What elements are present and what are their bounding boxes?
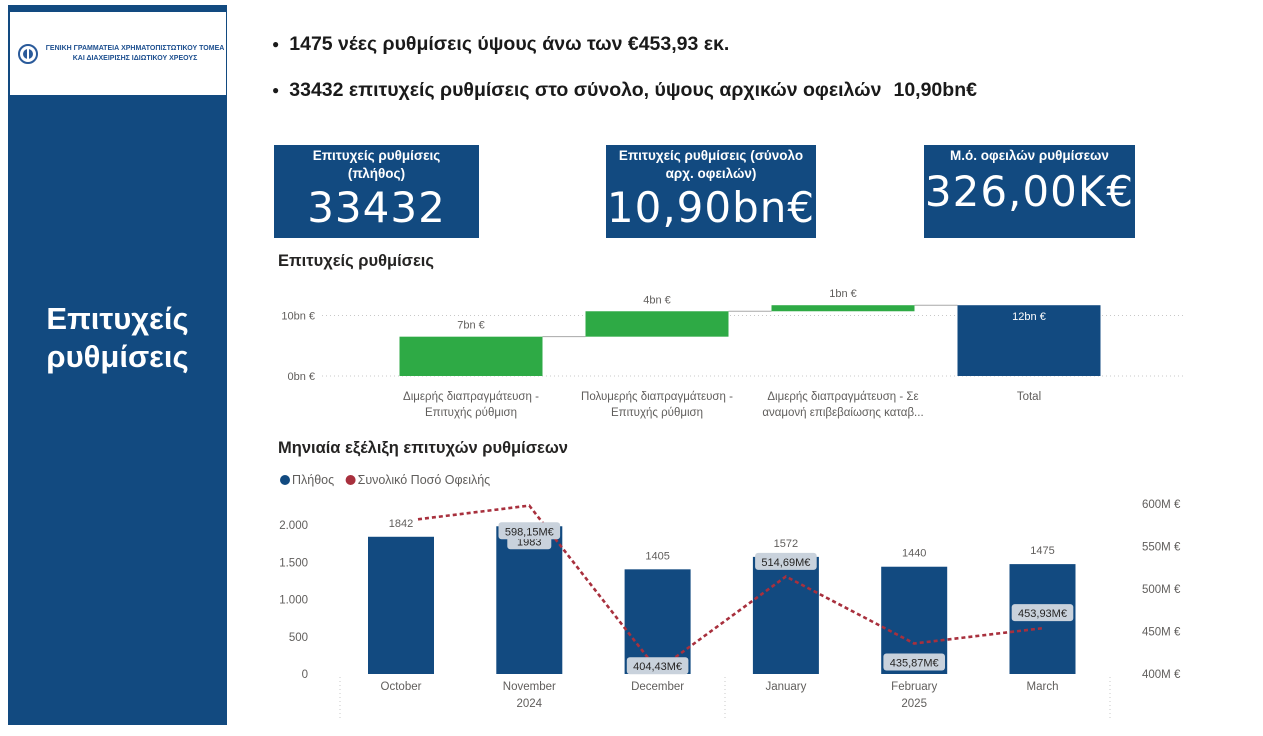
kpi-label: Επιτυχείς ρυθμίσεις (πλήθος) [274, 145, 479, 183]
y-right-tick-label: 450M € [1142, 627, 1181, 639]
bullet-amount: 10,90bn€ [893, 79, 977, 101]
y-left-tick-label: 2.000 [279, 520, 308, 532]
line-label-box [755, 552, 817, 570]
x-tick-label: March [1027, 681, 1059, 693]
bar-data-label: 1842 [389, 518, 413, 530]
y-left-tick-label: 0 [302, 669, 308, 681]
line-data-label: 598,15M€ [505, 526, 554, 538]
waterfall-chart[interactable]: 0bn € 10bn € 7bn € Διμερής διαπραγμάτευση -… [260, 280, 1190, 430]
y-right-tick-label: 500M € [1142, 584, 1181, 596]
legend-marker [345, 475, 356, 485]
y-left-tick-label: 1.000 [279, 595, 308, 607]
kpi-card-count[interactable]: Επιτυχείς ρυθμίσεις (πλήθος) 33432 [274, 145, 479, 238]
waterfall-chart-title: Επιτυχείς ρυθμίσεις [278, 252, 434, 270]
kpi-label-line2: (πλήθος) [347, 166, 406, 181]
legend-label: Συνολικό Ποσό Οφειλής [358, 473, 491, 487]
y-tick-label: 10bn € [281, 311, 315, 323]
x-tick-label: February [891, 681, 937, 693]
y-left-tick-label: 500 [289, 632, 308, 644]
logo: ΓΕΝΙΚΗ ΓΡΑΜΜΑΤΕΙΑ ΧΡΗΜΑΤΟΠΙΣΤΩΤΙΚΟΥ ΤΟΜΕ… [10, 12, 226, 95]
x-tick-label: Πολυμερής διαπραγμάτευση - [581, 391, 733, 403]
x-tick-label: January [765, 681, 806, 693]
kpi-label-line1: Επιτυχείς ρυθμίσεις (σύνολο [618, 148, 804, 163]
kpi-label: Μ.ό. οφειλών ρυθμίσεων [924, 145, 1135, 165]
kpi-label-line1: Μ.ό. οφειλών ρυθμίσεων [950, 148, 1109, 163]
x-tick-label: Διμερής διαπραγμάτευση - Σε [767, 391, 918, 403]
kpi-label-line2: αρχ. οφειλών) [665, 166, 757, 181]
line-label-box [498, 522, 561, 540]
sidebar-panel [8, 5, 227, 725]
bullet-icon: ● [272, 37, 280, 51]
line-label-box [1011, 604, 1074, 622]
data-label: 4bn € [643, 294, 671, 306]
x-year-label: 2025 [901, 698, 927, 710]
logo-text-line2: ΚΑΙ ΔΙΑΧΕΙΡΙΣΗΣ ΙΔΙΩΤΙΚΟΥ ΧΡΕΟΥΣ [72, 54, 198, 62]
bullet-text: 33432 επιτυχείς ρυθμίσεις στο σύνολο, ύψ… [289, 79, 882, 101]
monthly-combo-chart[interactable]: Πλήθος Συνολικό Ποσό Οφειλής 0 500 1.000 1.50… [260, 465, 1200, 727]
legend-marker [280, 475, 290, 485]
bar-data-label: 1405 [645, 550, 669, 562]
line-data-label: 404,43M€ [633, 661, 682, 673]
kpi-value: 10,90bn€ [606, 183, 816, 232]
x-tick-label: December [631, 681, 684, 693]
bullet-text: 1475 νέες ρυθμίσεις ύψους άνω των €453,9… [289, 33, 730, 55]
x-tick-label: Επιτυχής ρύθμιση [425, 407, 517, 419]
x-year-label: 2024 [517, 698, 543, 710]
logo-text-line1: ΓΕΝΙΚΗ ΓΡΑΜΜΑΤΕΙΑ ΧΡΗΜΑΤΟΠΙΣΤΩΤΙΚΟΥ ΤΟΜΕ… [45, 44, 225, 52]
x-tick-label: αναμονή επιβεβαίωσης καταβ... [762, 407, 923, 419]
bar [624, 569, 691, 674]
waterfall-bar [585, 311, 729, 337]
bar [368, 536, 434, 674]
kpi-card-average-debt[interactable]: Μ.ό. οφειλών ρυθμίσεων 326,00K€ [924, 145, 1135, 238]
kpi-label: Επιτυχείς ρυθμίσεις (σύνολο αρχ. οφειλών… [606, 145, 816, 183]
line-label-box [626, 657, 689, 675]
legend-label: Πλήθος [292, 473, 334, 487]
page-title-line1: Επιτυχείς [46, 301, 189, 336]
page-title-line2: ρυθμίσεις [46, 339, 189, 374]
bullet-icon: ● [272, 83, 280, 97]
kpi-value: 326,00K€ [924, 167, 1135, 216]
bullet-total-settlements: ● 33432 επιτυχείς ρυθμίσεις στο σύνολο, ύ… [272, 79, 977, 102]
kpi-card-total-debt[interactable]: Επιτυχείς ρυθμίσεις (σύνολο αρχ. οφειλών… [606, 145, 816, 238]
line-data-label: 453,93M€ [1018, 608, 1067, 620]
waterfall-bar [957, 305, 1101, 376]
waterfall-bar [399, 336, 543, 376]
x-tick-label: November [503, 681, 556, 693]
monthly-chart-title: Μηνιαία εξέλιξη επιτυχών ρυθμίσεων [278, 439, 568, 457]
data-label: 1bn € [829, 288, 857, 300]
line-series [417, 504, 1043, 672]
coat-of-arms-icon [18, 43, 38, 64]
y-right-tick-label: 550M € [1142, 542, 1181, 554]
logo-text: ΓΕΝΙΚΗ ΓΡΑΜΜΑΤΕΙΑ ΧΡΗΜΑΤΟΠΙΣΤΩΤΙΚΟΥ ΤΟΜΕ… [44, 44, 226, 64]
x-tick-label: October [381, 681, 422, 693]
y-tick-label: 0bn € [287, 371, 315, 383]
bullet-new-settlements: ● 1475 νέες ρυθμίσεις ύψους άνω των €453,… [272, 33, 729, 56]
x-tick-label: Διμερής διαπραγμάτευση - [403, 391, 539, 403]
bar-data-label: 1440 [902, 548, 926, 560]
bar [496, 526, 563, 674]
y-right-tick-label: 600M € [1142, 499, 1181, 511]
line-label-box [883, 653, 945, 671]
data-label: 7bn € [457, 320, 485, 332]
bar-data-label: 1572 [774, 538, 798, 550]
page-title: Επιτυχείς ρυθμίσεις [8, 300, 227, 376]
x-tick-label: Επιτυχής ρύθμιση [611, 407, 703, 419]
line-data-label: 435,87M€ [890, 658, 939, 670]
y-right-tick-label: 400M € [1142, 669, 1181, 681]
x-tick-label: Total [1017, 391, 1041, 403]
line-data-label: 514,69M€ [761, 557, 810, 569]
data-label: 12bn € [1012, 311, 1046, 323]
y-left-tick-label: 1.500 [279, 557, 308, 569]
waterfall-bar [771, 305, 915, 312]
bar-data-label: 1475 [1030, 545, 1054, 557]
bar [752, 556, 819, 674]
kpi-value: 33432 [307, 183, 446, 232]
kpi-label-line1: Επιτυχείς ρυθμίσεις [312, 148, 441, 163]
